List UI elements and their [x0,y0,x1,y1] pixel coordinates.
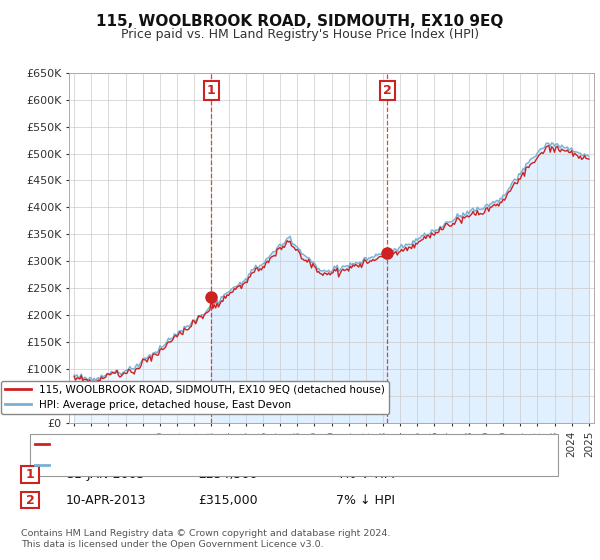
Text: 31-JAN-2003: 31-JAN-2003 [66,468,145,482]
Text: 1: 1 [26,468,34,482]
Text: 2: 2 [383,84,392,97]
Text: 115, WOOLBROOK ROAD, SIDMOUTH, EX10 9EQ (detached house): 115, WOOLBROOK ROAD, SIDMOUTH, EX10 9EQ … [54,439,418,449]
Text: Price paid vs. HM Land Registry's House Price Index (HPI): Price paid vs. HM Land Registry's House … [121,28,479,41]
Text: 1: 1 [207,84,216,97]
Text: £234,500: £234,500 [198,468,257,482]
Text: £315,000: £315,000 [198,493,257,507]
Text: 7% ↓ HPI: 7% ↓ HPI [336,493,395,507]
Text: 10-APR-2013: 10-APR-2013 [66,493,146,507]
Legend: 115, WOOLBROOK ROAD, SIDMOUTH, EX10 9EQ (detached house), HPI: Average price, de: 115, WOOLBROOK ROAD, SIDMOUTH, EX10 9EQ … [1,381,389,414]
Text: 4% ↓ HPI: 4% ↓ HPI [336,468,395,482]
Text: HPI: Average price, detached house, East Devon: HPI: Average price, detached house, East… [54,460,319,470]
Text: 2: 2 [26,493,34,507]
Text: 115, WOOLBROOK ROAD, SIDMOUTH, EX10 9EQ: 115, WOOLBROOK ROAD, SIDMOUTH, EX10 9EQ [97,14,503,29]
Text: Contains HM Land Registry data © Crown copyright and database right 2024.
This d: Contains HM Land Registry data © Crown c… [21,529,391,549]
